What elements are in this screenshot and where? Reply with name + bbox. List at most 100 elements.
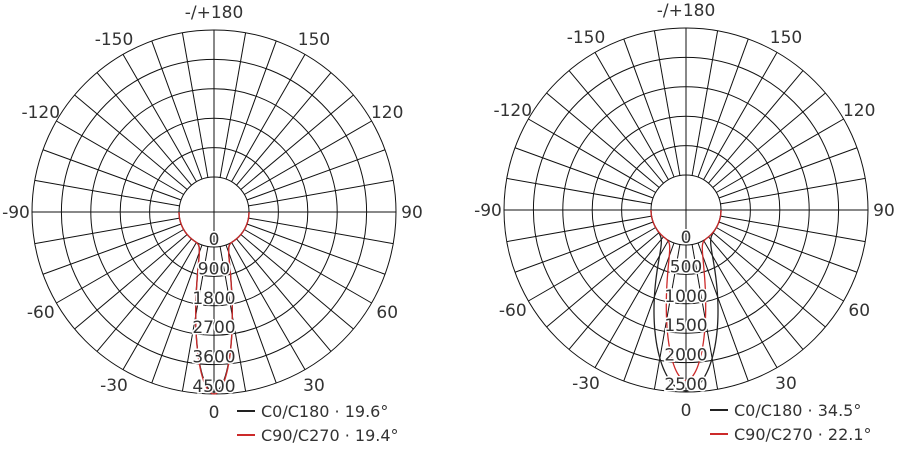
angle-label: -90 [2,203,30,223]
radial-tick-label: 4500 [192,377,235,397]
grid-spoke [122,242,197,370]
angle-label: 30 [303,376,325,396]
radial-tick-label: 900 [198,259,230,279]
polar-chart-right: 0 500 1000 1500 2000 2500 -/+180 150 120 90 60 30 0 -… [474,1,895,444]
legend-label: C0/C180 · 19.6° [261,402,388,421]
grid-spoke [181,32,209,178]
radial-tick-label: 3600 [192,348,235,368]
grid-spoke [246,223,386,275]
grid-spoke [151,244,203,384]
grid-spoke [720,215,866,243]
angle-label: -150 [95,30,134,50]
grid-spoke [122,54,197,182]
grid-spoke [219,32,247,178]
grid-spoke [56,120,184,195]
radial-tick-label: 1800 [192,289,235,309]
grid-spoke [236,72,332,186]
radial-tick-label: 2500 [664,375,707,395]
grid-spoke [514,221,654,273]
grid-spoke [506,177,652,205]
grid-spoke [623,38,675,178]
grid-spoke [240,94,354,190]
angle-label: -60 [499,301,527,321]
angle-label: 60 [848,301,870,321]
grid-spoke [546,92,660,188]
grid-spoke [546,232,660,328]
angle-label: -/+180 [657,1,716,21]
grid-spoke [74,94,188,190]
grid-spoke [720,177,866,205]
grid-spoke [691,30,719,176]
grid-spoke [712,232,826,328]
grid-spoke [528,118,656,193]
legend-entry: C90/C270 · 22.1° [710,425,872,444]
grid-spoke [42,223,182,275]
grid-spoke [34,179,180,207]
grid-spoke [151,40,203,180]
grid-spoke [231,242,306,370]
angle-label: 120 [843,101,875,121]
grid-spoke [691,244,719,390]
series-curve-c90-c270 [178,212,250,395]
angle-label: 90 [401,203,423,223]
grid-spoke [708,236,804,350]
radial-tick-label: 0 [209,230,220,250]
grid-spoke [568,70,664,184]
grid-spoke [240,234,354,330]
angle-label: 150 [770,28,802,48]
legend-label: C90/C270 · 22.1° [734,425,872,444]
grid-spoke [42,149,182,201]
grid-spoke [96,238,192,352]
grid-spoke [697,38,749,178]
legend-entry: C90/C270 · 19.4° [237,426,399,445]
angle-label: 150 [298,30,330,50]
grid-spoke [248,217,394,245]
grid-spoke [653,30,681,176]
grid-spoke [225,244,277,384]
angle-label: -/+180 [185,3,244,23]
radial-tick-label: 500 [670,257,702,277]
radial-tick-label: 1000 [664,287,707,307]
angle-label: 30 [775,374,797,394]
angle-label: 0 [209,403,220,423]
angle-label: -120 [21,103,60,123]
grid-spoke [568,236,664,350]
grid-spoke [244,229,372,304]
angle-label: 60 [376,303,398,323]
grid-spoke [528,227,656,302]
series-curve-c90-c270 [650,210,722,381]
grid-spoke [708,70,804,184]
grid-spoke [697,242,749,382]
grid-spoke [74,234,188,330]
angle-label: 120 [371,103,403,123]
grid-spoke [231,54,306,182]
angle-label: 0 [681,401,692,421]
angle-label: -60 [27,303,55,323]
grid-spoke [623,242,675,382]
radial-tick-label: 2700 [192,318,235,338]
grid-spoke [248,179,394,207]
angle-label: 90 [873,201,895,221]
legend-entry: C0/C180 · 19.6° [237,402,388,421]
grid-spoke [594,52,669,180]
grid-spoke [56,229,184,304]
angle-label: -150 [567,28,606,48]
radial-tick-label: 0 [681,228,692,248]
grid-spoke [712,92,826,188]
grid-spoke [653,244,681,390]
grid-spoke [514,147,654,199]
radial-tick-label: 2000 [664,346,707,366]
grid-spoke [246,149,386,201]
grid-spoke [506,215,652,243]
radial-tick-label: 1500 [664,316,707,336]
grid-spoke [225,40,277,180]
grid-spoke [236,238,332,352]
grid-spoke [34,217,180,245]
grid-spoke [96,72,192,186]
grid-spoke [703,240,778,368]
angle-label: -30 [572,374,600,394]
grid-spoke [716,118,844,193]
grid-spoke [244,120,372,195]
legend-label: C0/C180 · 34.5° [734,401,861,420]
